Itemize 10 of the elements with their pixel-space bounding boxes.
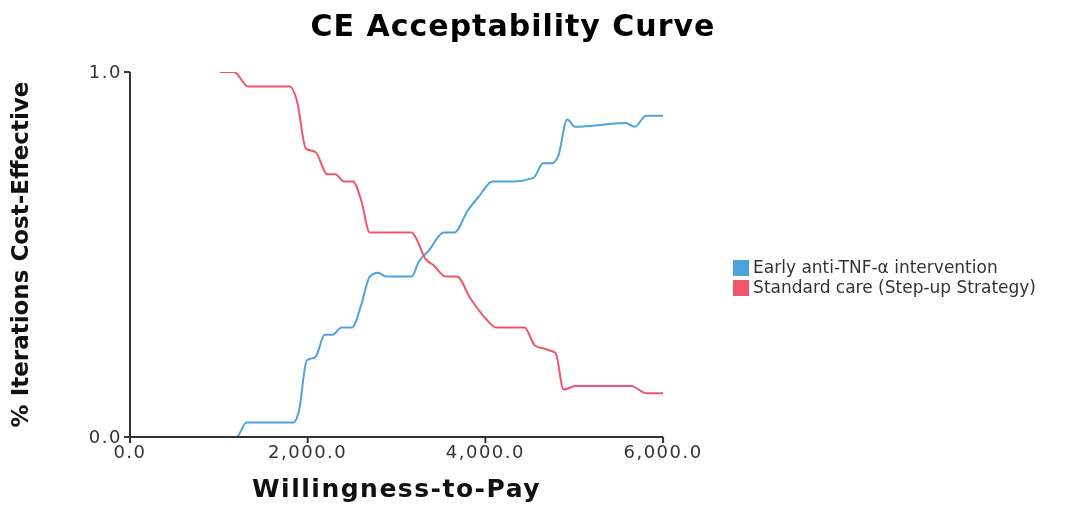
- legend-label: Standard care (Step-up Strategy): [753, 277, 1036, 297]
- line-series: [218, 72, 664, 395]
- y-axis-title: % Iterations Cost-Effective: [7, 81, 34, 428]
- x-tick-label: 6,000.0: [623, 440, 703, 462]
- legend-label: Early anti-TNF-α intervention: [753, 257, 998, 277]
- x-tick-label: 4,000.0: [445, 440, 526, 462]
- y-tick-label: 1.0: [88, 61, 122, 83]
- x-axis-title: Willingness-to-Pay: [252, 474, 542, 503]
- x-tick-label: 2,000.0: [268, 440, 348, 462]
- chart-title: CE Acceptability Curve: [309, 8, 717, 45]
